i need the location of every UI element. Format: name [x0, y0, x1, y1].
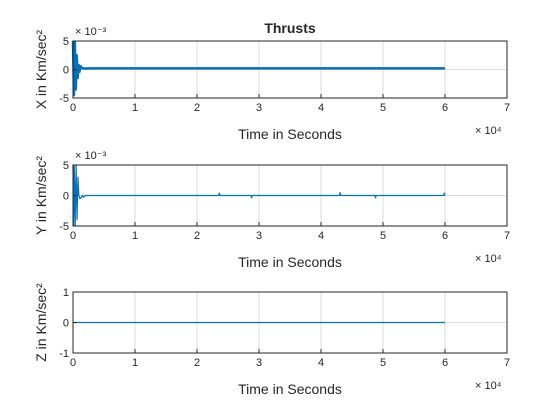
x-axis-label: Time in Seconds: [238, 126, 342, 142]
x-tick-label: 0: [70, 357, 76, 369]
y-tick-label: 1: [63, 287, 69, 299]
x-axis-label: Time in Seconds: [238, 381, 342, 397]
x-tick-label: 1: [132, 102, 138, 114]
y-axis-label: Y in Km/sec²: [33, 156, 49, 235]
x-tick-label: 1: [132, 230, 138, 242]
x-tick-label: 2: [194, 230, 200, 242]
y-tick-label: -5: [59, 221, 69, 233]
y-exponent-label: × 10⁻³: [75, 150, 107, 162]
y-tick-label: 0: [63, 191, 69, 203]
data-line: [71, 40, 445, 97]
y-exponent-label: × 10⁻³: [75, 26, 107, 38]
x-axis-label: Time in Seconds: [238, 254, 342, 270]
x-exponent-label: × 10⁴: [475, 125, 502, 137]
x-tick-label: 7: [504, 102, 510, 114]
y-tick-label: 0: [63, 318, 69, 330]
x-tick-label: 4: [318, 357, 324, 369]
x-tick-label: 6: [442, 102, 448, 114]
y-tick-label: 5: [63, 36, 69, 48]
x-exponent-label: × 10⁴: [475, 380, 502, 392]
x-tick-label: 6: [442, 357, 448, 369]
chart-title: Thrusts: [264, 20, 316, 36]
x-tick-label: 5: [380, 357, 386, 369]
x-tick-label: 4: [318, 102, 324, 114]
y-axis-label: X in Km/sec²: [33, 29, 49, 109]
x-tick-label: 0: [70, 230, 76, 242]
x-tick-label: 0: [70, 102, 76, 114]
x-exponent-label: × 10⁴: [475, 253, 502, 265]
y-tick-label: 0: [63, 65, 69, 77]
x-tick-label: 5: [380, 230, 386, 242]
x-tick-label: 3: [256, 357, 262, 369]
x-tick-label: 3: [256, 102, 262, 114]
x-tick-label: 7: [504, 230, 510, 242]
x-tick-label: 5: [380, 102, 386, 114]
x-tick-label: 4: [318, 230, 324, 242]
y-axis-label: Z in Km/sec²: [33, 283, 49, 362]
x-tick-label: 7: [504, 357, 510, 369]
y-tick-label: -5: [59, 93, 69, 105]
x-tick-label: 3: [256, 230, 262, 242]
y-tick-label: -1: [59, 348, 69, 360]
data-line: [72, 164, 446, 227]
y-tick-label: 5: [63, 160, 69, 172]
x-tick-label: 2: [194, 102, 200, 114]
x-tick-label: 6: [442, 230, 448, 242]
x-tick-label: 1: [132, 357, 138, 369]
x-tick-label: 2: [194, 357, 200, 369]
